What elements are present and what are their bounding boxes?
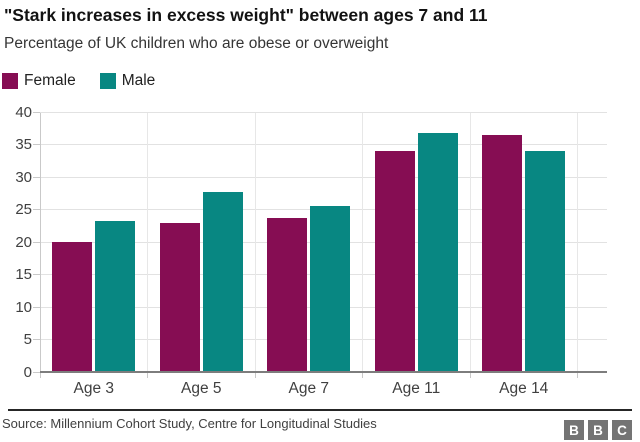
- y-axis-label-10: 10: [15, 298, 32, 316]
- y-axis-label-5: 5: [23, 331, 32, 349]
- y-gridline-40: [40, 112, 607, 113]
- x-gridline-3: [362, 112, 363, 372]
- x-axis-label-age-3: Age 3: [73, 380, 115, 397]
- y-axis-label-20: 20: [15, 233, 32, 251]
- bbc-logo-block-b1: B: [564, 420, 584, 440]
- y-axis-label-30: 30: [15, 168, 32, 186]
- x-axis-label-age-11: Age 11: [392, 380, 441, 397]
- bar-male-age-5: [202, 192, 243, 372]
- y-axis-tick-10: [33, 306, 40, 308]
- x-gridline-1: [147, 112, 148, 372]
- bar-female-age-3: [52, 242, 93, 372]
- chart-title: "Stark increases in excess weight" betwe…: [4, 5, 488, 25]
- x-axis-label-age-5: Age 5: [180, 380, 222, 397]
- y-axis-label-25: 25: [15, 201, 32, 219]
- x-axis-tick-1: [147, 373, 148, 378]
- y-axis-tick-5: [33, 339, 40, 341]
- x-axis-line: [40, 371, 607, 373]
- x-axis-label-age-14: Age 14: [499, 380, 549, 397]
- legend-label-female: Female: [24, 72, 76, 89]
- legend: Female Male: [2, 72, 155, 90]
- x-gridline-2: [254, 112, 256, 372]
- y-axis-label-40: 40: [15, 104, 32, 121]
- bar-male-age-3: [95, 221, 136, 372]
- y-axis-label-35: 35: [15, 136, 32, 154]
- x-axis-tick-5: [577, 373, 578, 378]
- legend-label-male: Male: [121, 72, 156, 89]
- y-gridline-30: [40, 176, 607, 178]
- x-gridline-5: [577, 112, 578, 372]
- bar-male-age-7: [310, 205, 351, 372]
- y-gridline-35: [40, 144, 607, 146]
- source-attribution: Source: Millennium Cohort Study, Centre …: [2, 416, 377, 431]
- legend-swatch-female-icon: [2, 73, 18, 89]
- footer-divider: [8, 409, 632, 411]
- bbc-logo: B B C: [564, 420, 632, 440]
- y-axis-line: [39, 112, 41, 378]
- chart-subtitle: Percentage of UK children who are obese …: [4, 35, 389, 52]
- x-axis-tick-3: [362, 373, 363, 378]
- y-axis-tick-20: [33, 241, 40, 243]
- bar-male-age-14: [525, 151, 566, 372]
- bar-female-age-5: [159, 222, 200, 372]
- x-gridline-4: [469, 112, 471, 372]
- bar-female-age-7: [267, 218, 308, 372]
- bar-male-age-11: [417, 133, 458, 372]
- y-axis-tick-0: [33, 371, 40, 373]
- bbc-logo-block-b2: B: [588, 420, 608, 440]
- legend-swatch-male-icon: [99, 73, 116, 89]
- y-axis-tick-30: [33, 176, 40, 178]
- legend-item-male: Male: [99, 72, 156, 90]
- y-axis-tick-35: [33, 144, 40, 146]
- bar-female-age-14: [482, 135, 523, 372]
- y-axis-tick-40: [33, 112, 40, 113]
- legend-item-female: Female: [2, 72, 76, 90]
- y-axis-tick-25: [33, 209, 40, 211]
- x-axis-tick-2: [254, 373, 256, 378]
- bar-female-age-11: [374, 151, 415, 372]
- y-axis-label-15: 15: [15, 266, 32, 284]
- x-axis-tick-4: [469, 373, 471, 378]
- x-axis-label-age-7: Age 7: [288, 380, 330, 397]
- y-axis-tick-15: [33, 274, 40, 276]
- y-axis-label-0: 0: [23, 363, 32, 381]
- bbc-logo-block-c: C: [612, 420, 632, 440]
